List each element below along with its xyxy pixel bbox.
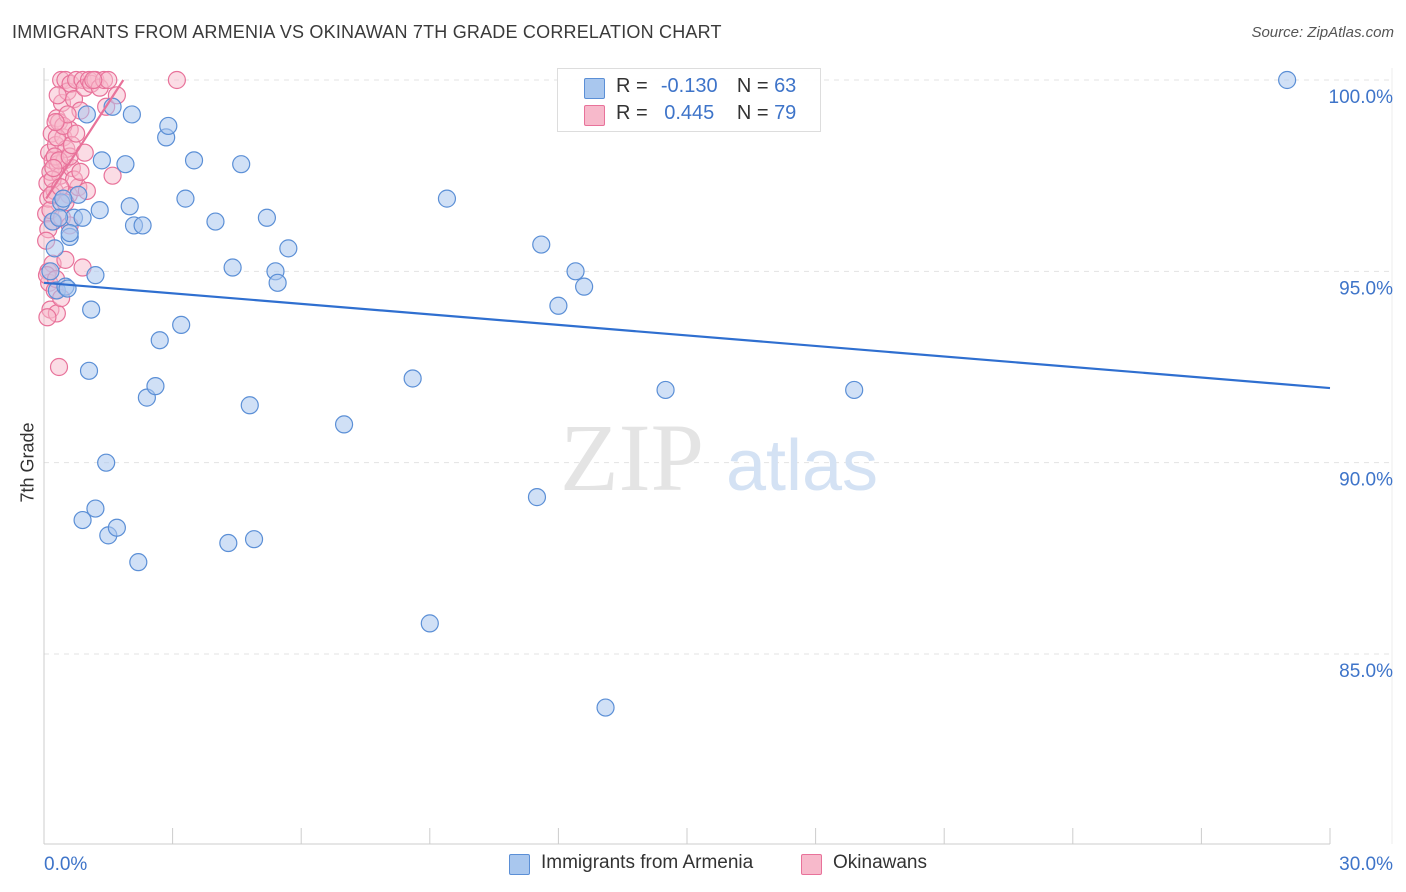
tick-labels: 85.0% 90.0% 95.0% 100.0% 0.0% 30.0% — [44, 87, 1393, 875]
armenia-point-48 — [532, 235, 551, 254]
source-label: Source: ZipAtlas.com — [1251, 24, 1394, 41]
correlation-legend: R = -0.130 N = 63 R = 0.445 N = 79 — [557, 68, 821, 132]
armenia-point-32 — [184, 151, 204, 170]
armenia-point-37 — [240, 396, 259, 415]
legend-okinawans: Okinawans — [801, 852, 927, 875]
n-label: N = — [736, 75, 769, 97]
x-tick-label-1: 30.0% — [1339, 854, 1393, 875]
okinawans-point-68 — [38, 308, 57, 327]
armenia-point-11 — [82, 300, 101, 319]
r-label: R = — [616, 102, 648, 124]
armenia-legend-label: Immigrants from Armenia — [541, 852, 754, 873]
armenia-point-9 — [77, 105, 96, 124]
armenia-point-61 — [41, 262, 60, 281]
armenia-point-56 — [86, 499, 105, 518]
armenia-point-18 — [107, 518, 126, 537]
y-tick-label-1: 90.0% — [1339, 470, 1393, 491]
legend-armenia: Immigrants from Armenia — [509, 852, 754, 875]
armenia-point-13 — [90, 201, 109, 220]
armenia-point-7 — [69, 185, 88, 204]
armenia-point-58 — [49, 208, 69, 227]
okinawans-point-70 — [44, 158, 63, 178]
chart-title: IMMIGRANTS FROM ARMENIA VS OKINAWAN 7TH … — [12, 22, 722, 42]
armenia-point-23 — [129, 553, 148, 572]
armenia-point-60 — [60, 223, 79, 243]
armenia-point-53 — [656, 380, 675, 400]
armenia-point-43 — [334, 415, 354, 434]
armenia-point-30 — [172, 315, 191, 335]
armenia-point-1 — [45, 239, 64, 258]
okinawans-point-39 — [103, 166, 122, 185]
armenia-point-14 — [92, 151, 111, 170]
armenia-point-33 — [206, 212, 225, 231]
armenia-point-15 — [97, 453, 116, 472]
armenia-legend-swatch — [509, 854, 530, 875]
okinawans-point-71 — [46, 112, 65, 132]
armenia-point-39 — [257, 208, 277, 227]
okinawans-point-62 — [67, 124, 86, 143]
y-tick-label-3: 100.0% — [1329, 87, 1394, 108]
armenia-point-21 — [122, 105, 141, 124]
okinawans-legend-swatch — [801, 854, 822, 875]
armenia-point-41 — [268, 273, 287, 292]
armenia-trend-line — [43, 281, 1331, 390]
r-value: 0.445 — [664, 102, 715, 124]
okinawans-point-65 — [84, 70, 103, 90]
armenia-point-55 — [1278, 70, 1297, 90]
armenia-point-52 — [596, 698, 615, 717]
armenia-points — [41, 70, 1297, 717]
armenia-point-27 — [150, 331, 169, 350]
y-axis-label: 7th Grade — [17, 422, 38, 503]
armenia-swatch — [584, 78, 605, 99]
watermark-zip: ZIP — [560, 404, 704, 511]
n-value: 63 — [774, 75, 797, 97]
armenia-point-24 — [133, 216, 152, 235]
armenia-point-36 — [232, 155, 251, 174]
armenia-point-50 — [566, 262, 585, 281]
armenia-point-51 — [575, 277, 594, 296]
armenia-point-10 — [79, 361, 99, 380]
okinawans-point-48 — [49, 357, 69, 377]
y-tick-label-0: 85.0% — [1339, 661, 1393, 682]
armenia-point-38 — [244, 530, 264, 549]
x-tick-label-0: 0.0% — [44, 854, 87, 875]
armenia-point-20 — [120, 197, 139, 216]
okinawans-point-75 — [56, 250, 75, 269]
okinawans-trend-line — [45, 79, 125, 200]
armenia-point-46 — [437, 189, 457, 208]
armenia-point-26 — [146, 377, 165, 396]
okinawans-legend-label: Okinawans — [833, 852, 927, 873]
n-value: 79 — [774, 102, 797, 124]
armenia-point-19 — [116, 155, 135, 174]
armenia-point-47 — [527, 488, 547, 507]
okinawans-point-72 — [48, 86, 67, 105]
armenia-point-45 — [420, 614, 439, 633]
armenia-point-59 — [54, 189, 73, 208]
armenia-point-29 — [159, 116, 178, 136]
okinawans-point-41 — [167, 70, 186, 90]
r-value: -0.130 — [660, 75, 718, 97]
watermark: ZIP atlas — [560, 404, 878, 511]
armenia-point-49 — [549, 296, 568, 315]
armenia-point-44 — [403, 369, 422, 388]
armenia-point-35 — [223, 258, 242, 277]
okinawans-swatch — [584, 105, 605, 126]
n-label: N = — [736, 102, 769, 124]
trend-lines — [43, 79, 1331, 390]
okinawans-point-63 — [71, 162, 90, 181]
armenia-point-62 — [58, 279, 77, 298]
armenia-point-34 — [219, 533, 238, 553]
y-tick-label-2: 95.0% — [1339, 278, 1393, 299]
r-label: R = — [616, 75, 648, 97]
armenia-point-12 — [86, 266, 105, 285]
armenia-point-31 — [176, 189, 195, 208]
armenia-point-54 — [845, 380, 864, 400]
armenia-point-8 — [73, 208, 92, 227]
axes — [43, 68, 1393, 845]
armenia-point-57 — [73, 510, 92, 530]
watermark-atlas: atlas — [726, 426, 878, 506]
armenia-point-42 — [279, 239, 298, 258]
